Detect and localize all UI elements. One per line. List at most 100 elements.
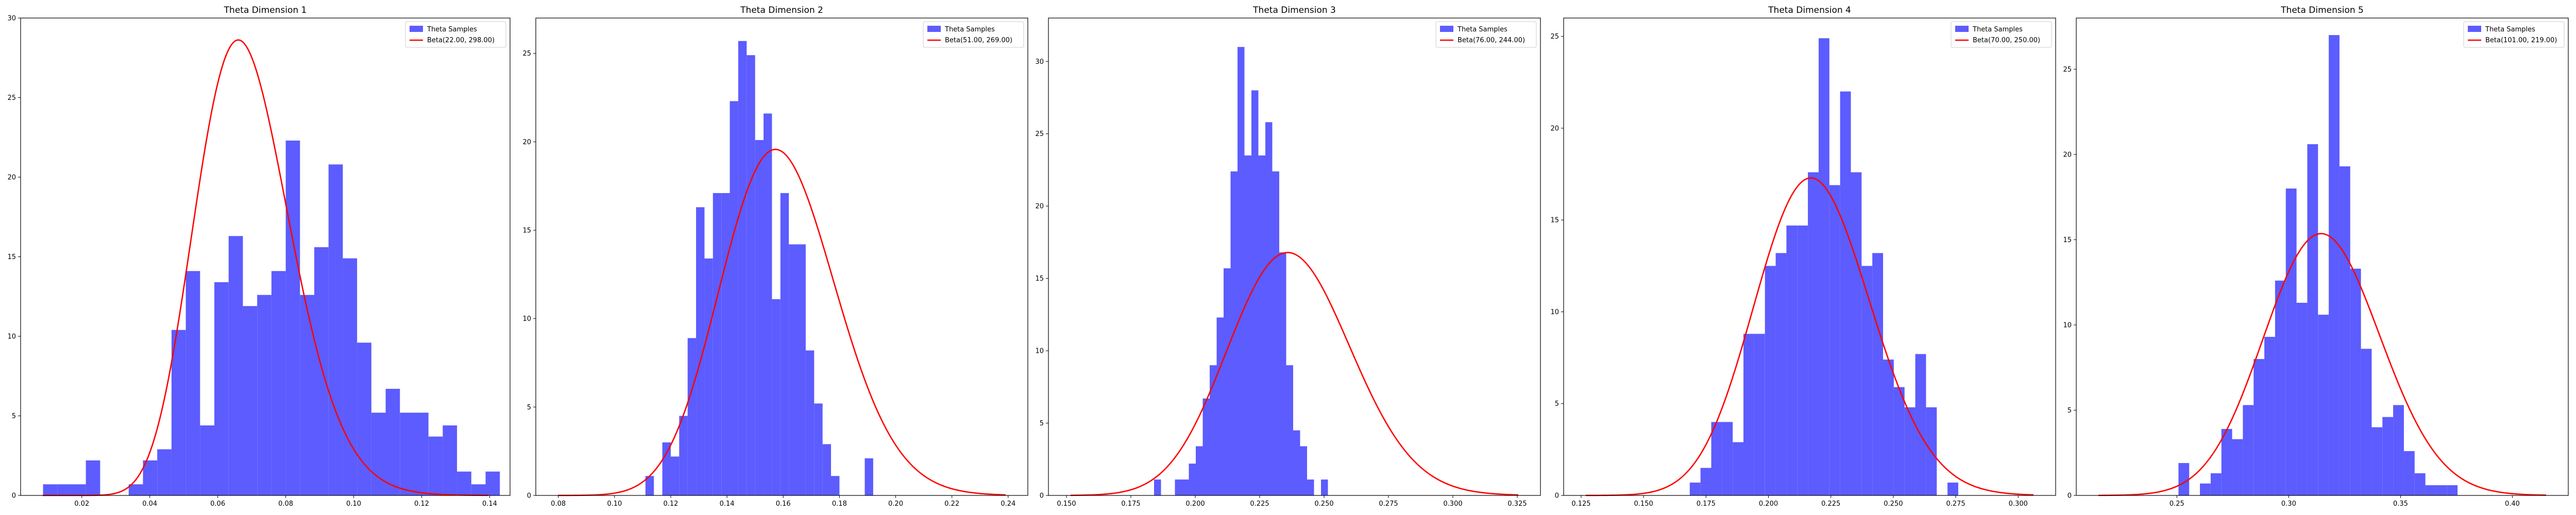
- histogram-bar: [371, 413, 386, 495]
- histogram-bar: [1915, 354, 1926, 495]
- histogram-bar: [1743, 334, 1754, 495]
- histogram-bar: [1786, 225, 1798, 496]
- legend-entry: Theta Samples: [427, 26, 477, 33]
- x-tick-label: 0.04: [142, 500, 157, 508]
- y-tick-label: 0: [12, 492, 16, 500]
- y-tick-label: 10: [7, 333, 16, 341]
- histogram-bar: [1202, 398, 1210, 495]
- histogram-bar: [755, 140, 764, 495]
- histogram-bar: [1258, 155, 1265, 495]
- y-tick-label: 0: [2067, 492, 2072, 500]
- histogram-bar: [2361, 349, 2372, 495]
- histogram-bar: [696, 207, 705, 495]
- legend-entry: Beta(76.00, 244.00): [1458, 37, 1525, 44]
- histogram-bar: [2232, 439, 2243, 495]
- x-tick-label: 0.200: [1759, 500, 1778, 508]
- x-tick-label: 0.06: [210, 500, 225, 508]
- y-tick-label: 0: [1040, 492, 1044, 500]
- chart-panel-5: Theta Dimension 5 0.25 0.30 0.35 0.40 0 5 10 15 2…: [2063, 5, 2569, 508]
- legend-frame: [1435, 21, 1537, 48]
- histogram-bar: [1818, 38, 1829, 495]
- x-tick-label: 0.22: [944, 500, 959, 508]
- legend-entry: Beta(70.00, 250.00): [1973, 37, 2040, 44]
- x-tick-label: 0.275: [1946, 500, 1965, 508]
- histogram-bar: [1840, 91, 1851, 496]
- legend-entry: Theta Samples: [944, 26, 995, 33]
- histogram-bar: [71, 484, 86, 495]
- x-tick-label: 0.225: [1821, 500, 1840, 508]
- y-tick-label: 30: [1035, 58, 1044, 66]
- histogram-bar: [128, 484, 143, 495]
- histogram-bar: [1947, 483, 1958, 495]
- histogram-bar: [1711, 422, 1722, 495]
- y-tick-label: 20: [2063, 151, 2072, 159]
- x-tick-label: 0.24: [1001, 500, 1015, 508]
- histogram-bar: [1175, 479, 1182, 495]
- histogram-bar: [2436, 485, 2447, 495]
- y-tick-label: 0: [1555, 492, 1559, 500]
- legend: Theta Samples Beta(101.00, 219.00): [2463, 21, 2565, 48]
- histogram-bar: [1251, 90, 1259, 496]
- histogram-bar: [2371, 427, 2383, 495]
- x-tick-label: 0.175: [1697, 500, 1716, 508]
- histogram-bar: [1904, 407, 1916, 495]
- legend-frame: [405, 21, 506, 48]
- legend-entry: Theta Samples: [1972, 26, 2023, 33]
- histogram-bar: [243, 306, 258, 495]
- histogram-bar: [772, 299, 781, 495]
- histogram-bar: [2264, 337, 2275, 495]
- histogram-bar: [2382, 417, 2394, 495]
- chart-title: Theta Dimension 1: [224, 5, 307, 15]
- histogram-bar: [143, 460, 158, 495]
- histogram-bar: [865, 458, 873, 495]
- y-tick-label: 15: [7, 253, 16, 261]
- x-tick-label: 0.14: [720, 500, 735, 508]
- histogram-bar: [214, 282, 229, 495]
- axes-frame: [2076, 18, 2569, 496]
- legend-entry: Theta Samples: [1457, 26, 1507, 33]
- y-tick-label: 5: [2067, 407, 2072, 415]
- y-tick-label: 10: [2063, 321, 2072, 329]
- histogram-bar: [1775, 253, 1787, 495]
- histogram-bar: [1872, 253, 1884, 495]
- histogram-bar: [1733, 442, 1744, 495]
- beta-pdf-curve: [42, 39, 488, 496]
- beta-pdf-curve: [557, 148, 1006, 496]
- y-tick-label: 0: [527, 492, 531, 500]
- histogram-bar: [713, 193, 722, 495]
- x-tick-label: 0.275: [1379, 500, 1398, 508]
- histogram-bar: [2447, 485, 2458, 495]
- histogram-bar: [662, 442, 671, 495]
- histogram-bar: [157, 449, 172, 495]
- histogram-bar: [343, 258, 358, 495]
- histogram-bar: [171, 330, 186, 495]
- histogram-bar: [2178, 463, 2190, 495]
- histogram-bar: [687, 338, 697, 495]
- histogram-bar: [1182, 479, 1189, 495]
- histogram-bar: [1765, 266, 1776, 495]
- histogram-bar: [2307, 144, 2318, 495]
- legend-entry: Beta(51.00, 269.00): [945, 37, 1012, 44]
- x-tick-label: 0.300: [1443, 500, 1462, 508]
- histogram-bar: [1189, 464, 1196, 495]
- histogram-bar: [2285, 188, 2297, 496]
- histogram-bar: [2329, 35, 2340, 496]
- histogram-bars: [1154, 47, 1328, 496]
- histogram-bar: [2339, 166, 2350, 496]
- beta-pdf-curve: [2098, 233, 2547, 496]
- histogram-bar: [1893, 387, 1905, 495]
- histogram-bar: [457, 471, 471, 495]
- histogram-bar: [1754, 334, 1765, 495]
- x-tick-label: 0.325: [1507, 500, 1527, 508]
- legend-swatch-hist: [2468, 26, 2481, 32]
- histogram-bar: [57, 484, 72, 495]
- beta-pdf-curve: [1585, 177, 2034, 496]
- histogram-bar: [471, 484, 486, 495]
- histogram-bar: [2414, 473, 2426, 495]
- y-tick-label: 15: [1550, 217, 1559, 225]
- histogram-bar: [2318, 315, 2329, 495]
- histogram-bar: [285, 140, 300, 495]
- y-tick-label: 5: [1555, 400, 1559, 408]
- legend-entry: Beta(22.00, 298.00): [427, 37, 495, 44]
